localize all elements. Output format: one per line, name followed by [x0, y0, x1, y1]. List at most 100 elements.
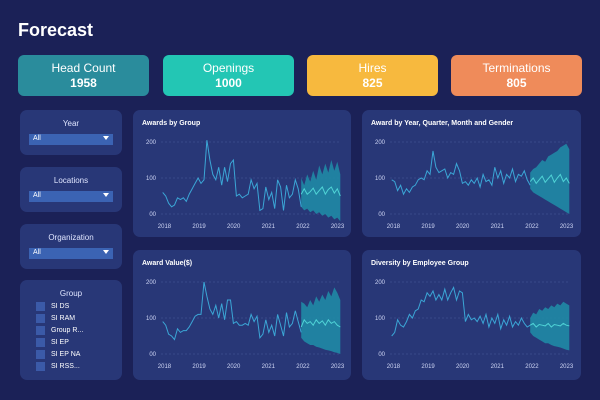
locations-filter: Locations All [20, 167, 122, 212]
y-tick-label: 00 [378, 212, 385, 218]
kpi-openings[interactable]: Openings 1000 [163, 55, 294, 96]
locations-select[interactable]: All [29, 191, 113, 202]
forecast-line [300, 318, 341, 328]
organization-filter: Organization All [20, 224, 122, 269]
forecast-confidence-band [301, 160, 341, 222]
checkbox[interactable] [36, 350, 45, 359]
x-tick-label: 2021 [491, 364, 505, 370]
x-tick-label: 2022 [296, 364, 310, 370]
x-tick-label: 2019 [421, 224, 435, 230]
x-tick-label: 2019 [192, 224, 206, 230]
forecast-confidence-band [301, 287, 341, 354]
forecast-confidence-band [530, 143, 570, 214]
x-tick-label: 2023 [560, 364, 574, 370]
x-tick-label: 2018 [158, 364, 172, 370]
y-tick-label: 200 [146, 280, 157, 286]
chevron-down-icon [103, 193, 109, 197]
x-tick-label: 2020 [227, 224, 241, 230]
x-tick-label: 2022 [296, 224, 310, 230]
group-checkbox-item[interactable]: Group R... [36, 326, 122, 335]
history-line [162, 281, 302, 341]
x-tick-label: 2019 [421, 364, 435, 370]
y-tick-label: 100 [146, 316, 157, 322]
forecast-line [529, 322, 570, 328]
select-value: All [33, 135, 41, 142]
page-title: Forecast [18, 20, 94, 40]
y-tick-label: 200 [146, 140, 157, 146]
kpi-label: Hires [358, 61, 387, 75]
checkbox[interactable] [36, 326, 45, 335]
kpi-terminations[interactable]: Terminations 805 [451, 55, 582, 96]
group-checkbox-item[interactable]: SI EP NA [36, 350, 122, 359]
group-item-label: SI EP [51, 339, 69, 346]
select-value: All [33, 192, 41, 199]
x-tick-label: 2020 [227, 364, 241, 370]
x-tick-label: 2021 [262, 364, 276, 370]
chart-title: Award Value($) [142, 260, 193, 267]
chart-title: Diversity by Employee Group [371, 260, 469, 267]
history-line [391, 285, 531, 337]
history-line [162, 140, 302, 212]
y-tick-label: 100 [375, 176, 386, 182]
group-checkbox-item[interactable]: SI DS [36, 302, 122, 311]
filter-label: Group [59, 289, 83, 298]
filter-label: Organization [48, 233, 94, 242]
y-tick-label: 100 [375, 316, 386, 322]
y-tick-label: 200 [375, 280, 386, 286]
forecast-confidence-band [530, 301, 570, 351]
y-tick-label: 00 [378, 352, 385, 358]
filter-label: Locations [53, 176, 89, 185]
group-item-label: Group R... [51, 327, 84, 334]
kpi-value: 1000 [215, 76, 242, 90]
forecast-line [529, 173, 570, 185]
kpi-hires[interactable]: Hires 825 [307, 55, 438, 96]
x-tick-label: 2022 [525, 364, 539, 370]
chart-award-value: Award Value($) 200 100 00 2018 2019 2020 2021 20… [133, 250, 351, 380]
group-checkbox-item[interactable]: SI RSS... [36, 362, 122, 371]
kpi-value: 805 [506, 76, 527, 90]
chart-title: Awards by Group [142, 120, 201, 127]
group-item-label: SI RSS... [51, 363, 80, 370]
chart-award-by-year: Award by Year, Quarter, Month and Gender… [362, 110, 581, 237]
kpi-label: Terminations [482, 61, 551, 75]
x-tick-label: 2021 [262, 224, 276, 230]
y-tick-label: 200 [375, 140, 386, 146]
chevron-down-icon [103, 136, 109, 140]
y-tick-label: 00 [149, 212, 156, 218]
forecast-line [300, 186, 341, 197]
checkbox[interactable] [36, 362, 45, 371]
group-checkbox-item[interactable]: SI RAM [36, 314, 122, 323]
x-tick-label: 2022 [525, 224, 539, 230]
year-filter: Year All [20, 110, 122, 155]
kpi-value: 1958 [70, 76, 97, 90]
x-tick-label: 2023 [331, 224, 345, 230]
x-tick-label: 2023 [560, 224, 574, 230]
kpi-head-count[interactable]: Head Count 1958 [18, 55, 149, 96]
year-select[interactable]: All [29, 134, 113, 145]
kpi-label: Head Count [51, 61, 116, 75]
x-tick-label: 2019 [192, 364, 206, 370]
group-item-label: SI DS [51, 303, 70, 310]
chart-title: Award by Year, Quarter, Month and Gender [371, 120, 514, 127]
organization-select[interactable]: All [29, 248, 113, 259]
x-tick-label: 2018 [387, 364, 401, 370]
chart-awards-by-group: Awards by Group 200 100 00 2018 2019 2020 2021 2… [133, 110, 351, 237]
x-tick-label: 2020 [456, 224, 470, 230]
checkbox[interactable] [36, 338, 45, 347]
kpi-label: Openings [202, 61, 255, 75]
checkbox[interactable] [36, 314, 45, 323]
group-item-label: SI RAM [51, 315, 76, 322]
kpi-value: 825 [362, 76, 383, 90]
group-item-label: SI EP NA [51, 351, 81, 358]
checkbox[interactable] [36, 302, 45, 311]
group-filter: Group SI DS SI RAM Group R... SI EP SI EP NA… [20, 280, 122, 380]
y-tick-label: 100 [146, 176, 157, 182]
x-tick-label: 2018 [387, 224, 401, 230]
select-value: All [33, 249, 41, 256]
group-checkbox-item[interactable]: SI EP [36, 338, 122, 347]
x-tick-label: 2018 [158, 224, 172, 230]
x-tick-label: 2021 [491, 224, 505, 230]
chevron-down-icon [103, 250, 109, 254]
chart-diversity: Diversity by Employee Group 200 100 00 2018 2… [362, 250, 581, 380]
history-line [391, 150, 531, 196]
